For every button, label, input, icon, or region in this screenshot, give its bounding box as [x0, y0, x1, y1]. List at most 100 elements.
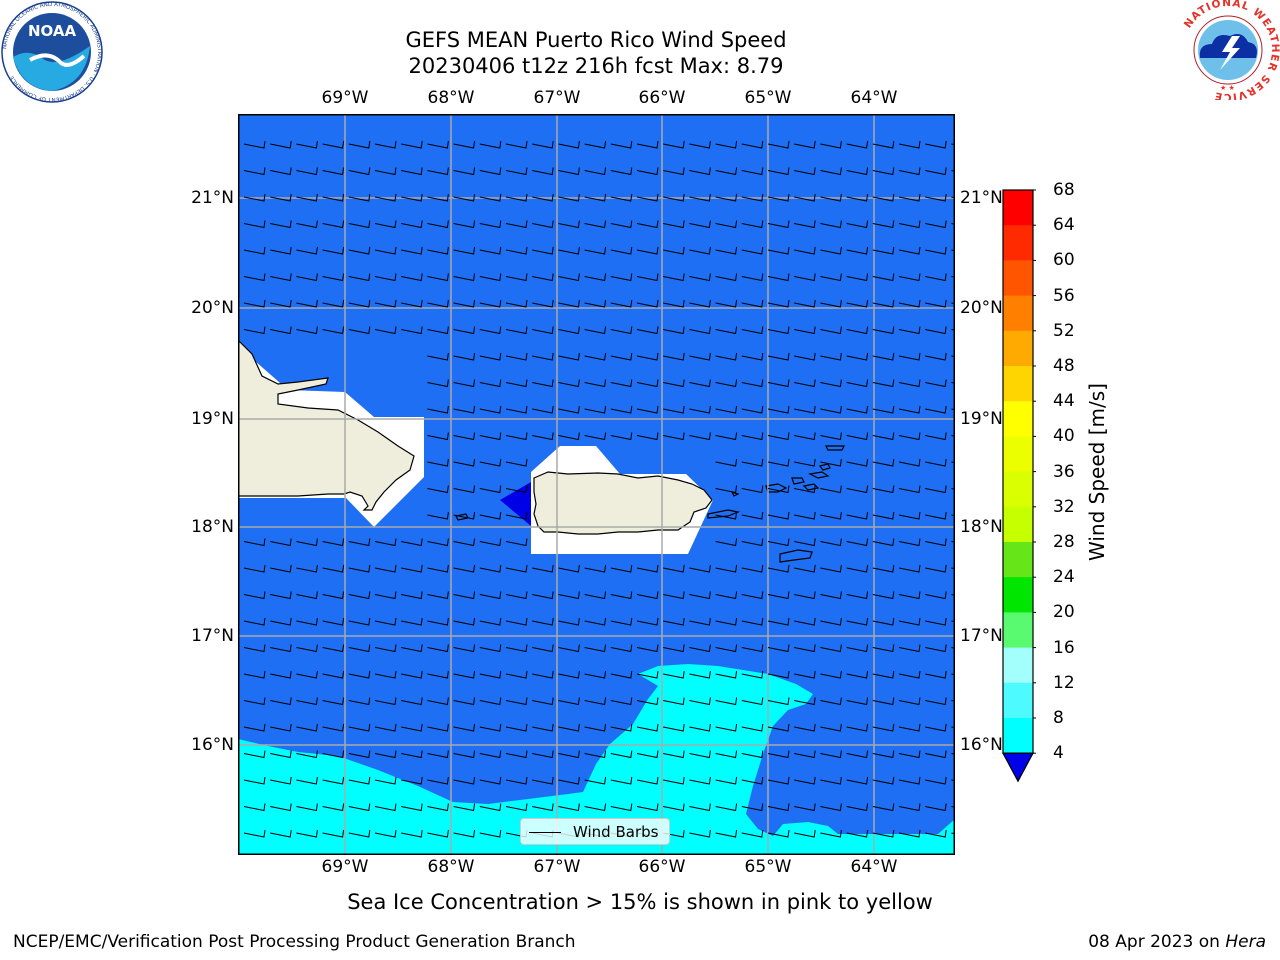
wind-barb: [322, 750, 345, 759]
wind-barb: [505, 299, 528, 308]
wind-barb: [427, 326, 449, 335]
lon-label-top: 66°W: [638, 88, 686, 108]
wind-barb: [767, 511, 790, 520]
wind-barb: [872, 803, 895, 812]
wind-barb: [663, 776, 685, 785]
lon-label-bottom: 68°W: [427, 857, 475, 877]
wind-barb: [532, 803, 554, 812]
lon-label-bottom: 66°W: [638, 857, 686, 877]
colorbar-swatch: [1003, 577, 1033, 613]
wind-barb: [663, 670, 685, 679]
wind-barb: [505, 564, 528, 573]
wind-barb: [846, 379, 869, 388]
wind-barb: [296, 273, 318, 282]
wind-barb: [479, 697, 502, 706]
wind-barb: [348, 697, 371, 706]
colorbar-tick-label: 4: [1053, 743, 1064, 764]
wind-barb: [872, 485, 895, 494]
wind-barb: [872, 220, 895, 229]
wind-barb: [374, 299, 397, 308]
wind-barb: [243, 644, 266, 653]
wind-barb: [872, 697, 895, 706]
wind-barb: [270, 299, 292, 308]
wind-barb: [505, 273, 528, 282]
wind-barb: [558, 776, 580, 785]
wind-barb: [584, 405, 607, 414]
wind-barb: [270, 670, 292, 679]
wind-barb: [846, 458, 869, 467]
wind-barb: [820, 220, 842, 229]
colorbar-swatch: [1003, 401, 1033, 437]
wind-barb: [322, 617, 345, 626]
wind-barb: [374, 776, 397, 785]
wind-barb: [767, 723, 790, 732]
wind-barb: [741, 644, 764, 653]
wind-barb: [558, 167, 580, 176]
wind-barb: [794, 617, 816, 626]
wind-barb: [453, 538, 476, 547]
wind-barb: [427, 140, 449, 149]
wind-barb: [767, 167, 790, 176]
wind-barb: [296, 591, 318, 600]
colorbar: [1001, 189, 1036, 783]
wind-barb: [794, 352, 816, 361]
wind-barb: [820, 511, 842, 520]
colorbar-swatch: [1003, 190, 1033, 226]
wind-barb: [636, 273, 659, 282]
wind-barb: [689, 220, 711, 229]
wind-barb: [846, 829, 869, 838]
wind-barb: [663, 299, 685, 308]
wind-barb: [767, 220, 790, 229]
lon-label-top: 69°W: [321, 88, 369, 108]
wind-barb: [636, 379, 659, 388]
wind-barb: [898, 432, 921, 441]
wind-barb: [872, 564, 895, 573]
wind-barb: [820, 670, 842, 679]
wind-barb: [715, 644, 738, 653]
wind-barbs: [243, 140, 955, 838]
lat-label-left: 18°N: [191, 517, 234, 537]
wind-barb: [741, 432, 764, 441]
wind-barb: [715, 829, 738, 838]
wind-barb: [898, 776, 921, 785]
wind-barb: [348, 246, 371, 255]
wind-barb: [401, 617, 423, 626]
wind-barb: [820, 352, 842, 361]
wind-barb: [322, 326, 345, 335]
wind-barb: [453, 458, 476, 467]
wind-barb: [558, 379, 580, 388]
wind-barb: [270, 829, 292, 838]
wind-barb: [689, 352, 711, 361]
wind-barb: [872, 167, 895, 176]
wind-barb: [767, 379, 790, 388]
footer-credit: NCEP/EMC/Verification Post Processing Pr…: [13, 932, 576, 952]
wind-barb: [925, 538, 947, 547]
wind-barb: [767, 193, 790, 202]
wind-barb: [348, 167, 371, 176]
wind-barb: [453, 829, 476, 838]
wind-barb: [846, 776, 869, 785]
wind-barb: [741, 776, 764, 785]
wind-barb: [872, 379, 895, 388]
wind-barb: [925, 485, 947, 494]
wind-barb: [767, 697, 790, 706]
wind-barb: [715, 485, 738, 494]
wind-barb: [846, 193, 869, 202]
svg-text:★ ★: ★ ★: [1220, 84, 1235, 92]
wind-barb: [532, 617, 554, 626]
colorbar-tick-label: 20: [1053, 602, 1075, 623]
wind-barb: [767, 485, 790, 494]
wind-barb: [636, 750, 659, 759]
wind-barb: [558, 750, 580, 759]
wind-barb: [898, 750, 921, 759]
map-title: GEFS MEAN Puerto Rico Wind Speed: [405, 28, 787, 52]
sea-ice-caption: Sea Ice Concentration > 15% is shown in …: [347, 890, 933, 914]
wind-barb: [348, 220, 371, 229]
colorbar-tick-label: 16: [1053, 637, 1075, 658]
lon-label-top: 65°W: [744, 88, 792, 108]
wind-barb: [348, 299, 371, 308]
wind-barb: [925, 697, 947, 706]
wind-barb: [322, 220, 345, 229]
wind-barb: [689, 750, 711, 759]
wind-barb: [296, 803, 318, 812]
